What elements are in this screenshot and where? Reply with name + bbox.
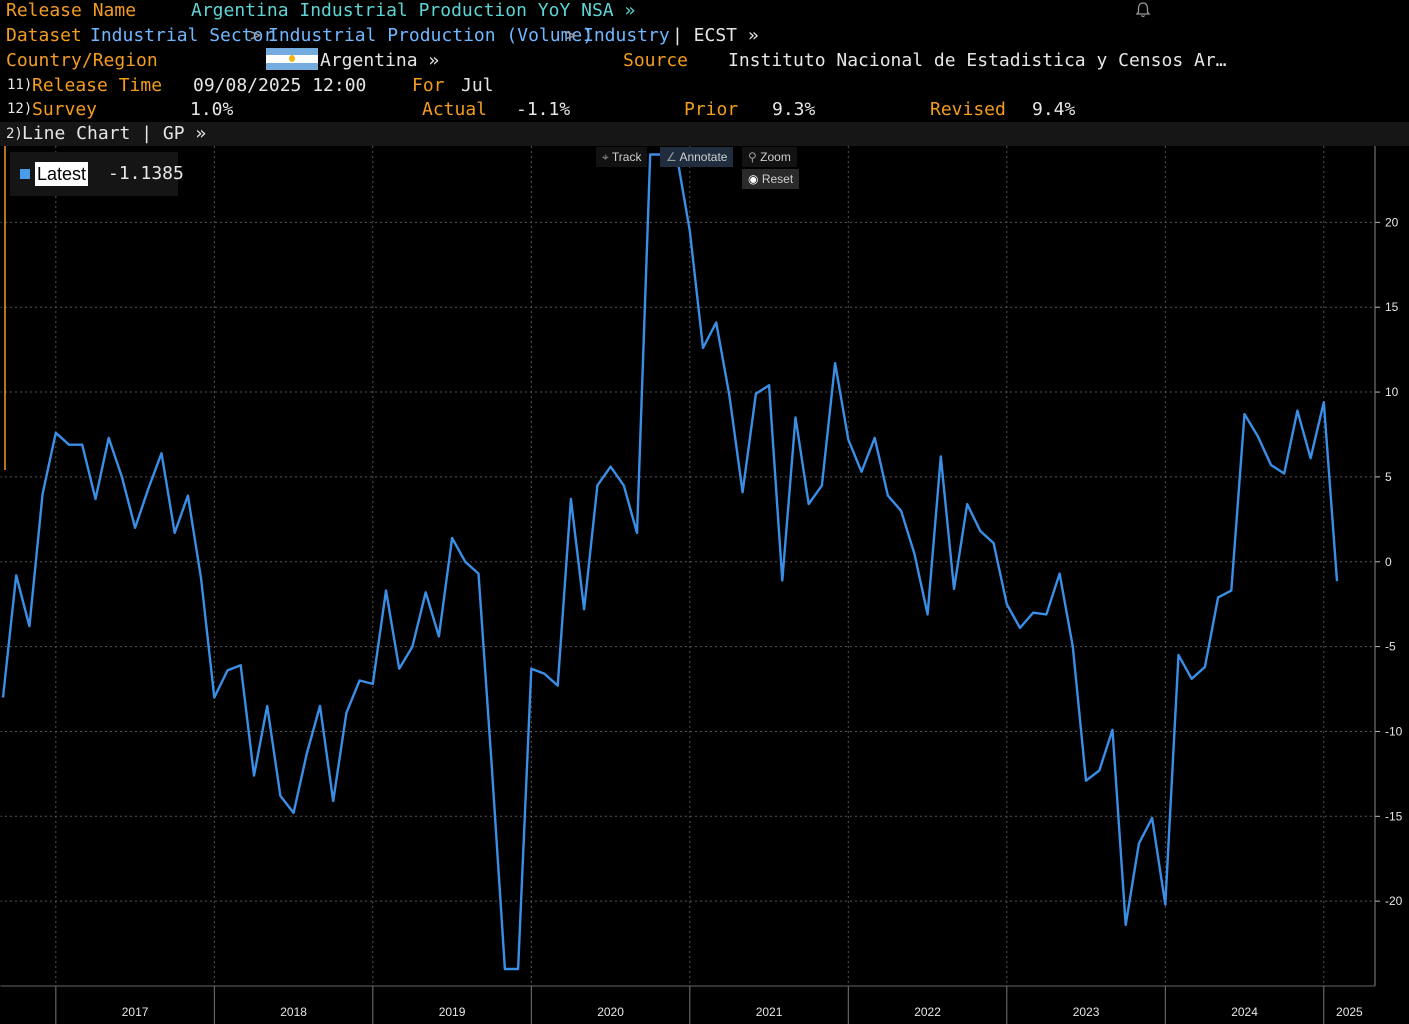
actual-label: Actual (422, 99, 488, 120)
y-axis: 20 15 10 5 0 -5 -10 -15 -20 (1374, 146, 1403, 986)
y-tick-label: 20 (1385, 215, 1399, 229)
release-time-number: 11) (7, 77, 33, 93)
legend-value: -1.1385 (108, 163, 184, 184)
y-tick-label: -10 (1385, 724, 1403, 738)
revised-value: 9.4% (1032, 99, 1076, 120)
release-name-link[interactable]: Argentina Industrial Production YoY NSA … (191, 0, 636, 21)
x-tick-label: 2024 (1231, 1005, 1258, 1019)
crosshair-icon: ⌖ (602, 150, 609, 164)
chart-grid (0, 146, 1375, 1024)
zoom-label: Zoom (760, 150, 791, 164)
dataset-link-industry[interactable]: Industry (583, 25, 670, 46)
zoom-button[interactable]: ⚲ Zoom (742, 147, 797, 167)
actual-value: -1.1% (516, 99, 571, 120)
y-tick-label: 5 (1385, 470, 1392, 484)
legend-label[interactable]: Latest (35, 162, 89, 186)
x-tick-label: 2025 (1336, 1005, 1363, 1019)
annotate-button[interactable]: ∠ Annotate (660, 147, 734, 167)
y-tick-label: 0 (1385, 555, 1392, 569)
y-tick-label: 15 (1385, 300, 1399, 314)
legend: Latest -1.1385 (10, 152, 184, 196)
dataset-link-industrial-production[interactable]: Industrial Production (Volume) (268, 25, 594, 46)
x-tick-label: 2019 (439, 1005, 466, 1019)
for-label: For (412, 75, 445, 96)
revised-label: Revised (930, 99, 1006, 120)
y-tick-label: -20 (1385, 894, 1403, 908)
bell-icon[interactable] (1134, 1, 1152, 19)
dataset-label: Dataset (6, 25, 82, 46)
source-value: Instituto Nacional de Estadistica y Cens… (728, 50, 1227, 71)
release-time-value: 09/08/2025 12:00 (193, 75, 367, 96)
survey-number: 12) (7, 101, 33, 117)
x-tick-label: 2020 (597, 1005, 624, 1019)
chart-bar-number: 2) (6, 126, 23, 142)
y-tick-label: -5 (1385, 640, 1396, 654)
chart-title-bar: 2) Line Chart | GP » (0, 122, 1409, 146)
argentina-flag-icon (266, 48, 318, 70)
x-axis: 2017 2018 2019 2020 2021 2022 2023 2024 2025 (0, 985, 1409, 1024)
dataset-separator: > (250, 25, 261, 46)
x-tick-label: 2021 (756, 1005, 783, 1019)
country-link[interactable]: Argentina » (320, 50, 440, 71)
dataset-link-industrial-sector[interactable]: Industrial Sector (90, 25, 275, 46)
release-name-label: Release Name (6, 0, 137, 21)
survey-label[interactable]: Survey (32, 99, 98, 120)
x-tick-label: 2017 (122, 1005, 149, 1019)
for-value: Jul (461, 75, 494, 96)
y-tick-label: -15 (1385, 809, 1403, 823)
legend-swatch (20, 169, 30, 179)
prior-label: Prior (684, 99, 739, 120)
release-time-label[interactable]: Release Time (32, 75, 163, 96)
reset-icon: ◉ (748, 172, 759, 186)
reset-label: Reset (761, 172, 794, 186)
track-button[interactable]: ⌖ Track (596, 147, 648, 167)
survey-value: 1.0% (190, 99, 234, 120)
x-tick-label: 2018 (280, 1005, 307, 1019)
line-chart[interactable]: 20 15 10 5 0 -5 -10 -15 -20 2017 2018 2019 2020 2021… (0, 146, 1409, 1024)
track-label: Track (611, 150, 642, 164)
country-label: Country/Region (6, 50, 158, 71)
x-tick-label: 2022 (914, 1005, 941, 1019)
source-label: Source (623, 50, 689, 71)
x-axis-strip (0, 986, 1409, 1024)
dataset-ecst-link[interactable]: | ECST » (672, 25, 759, 46)
magnifier-icon: ⚲ (748, 150, 757, 164)
prior-value: 9.3% (772, 99, 816, 120)
pencil-icon: ∠ (666, 150, 677, 164)
x-tick-label: 2023 (1073, 1005, 1100, 1019)
y-tick-label: 10 (1385, 385, 1399, 399)
annotate-label: Annotate (679, 150, 728, 164)
reset-button[interactable]: ◉ Reset (742, 169, 800, 189)
dataset-separator: > (565, 25, 576, 46)
chart-bar-label[interactable]: Line Chart | GP » (22, 123, 207, 144)
